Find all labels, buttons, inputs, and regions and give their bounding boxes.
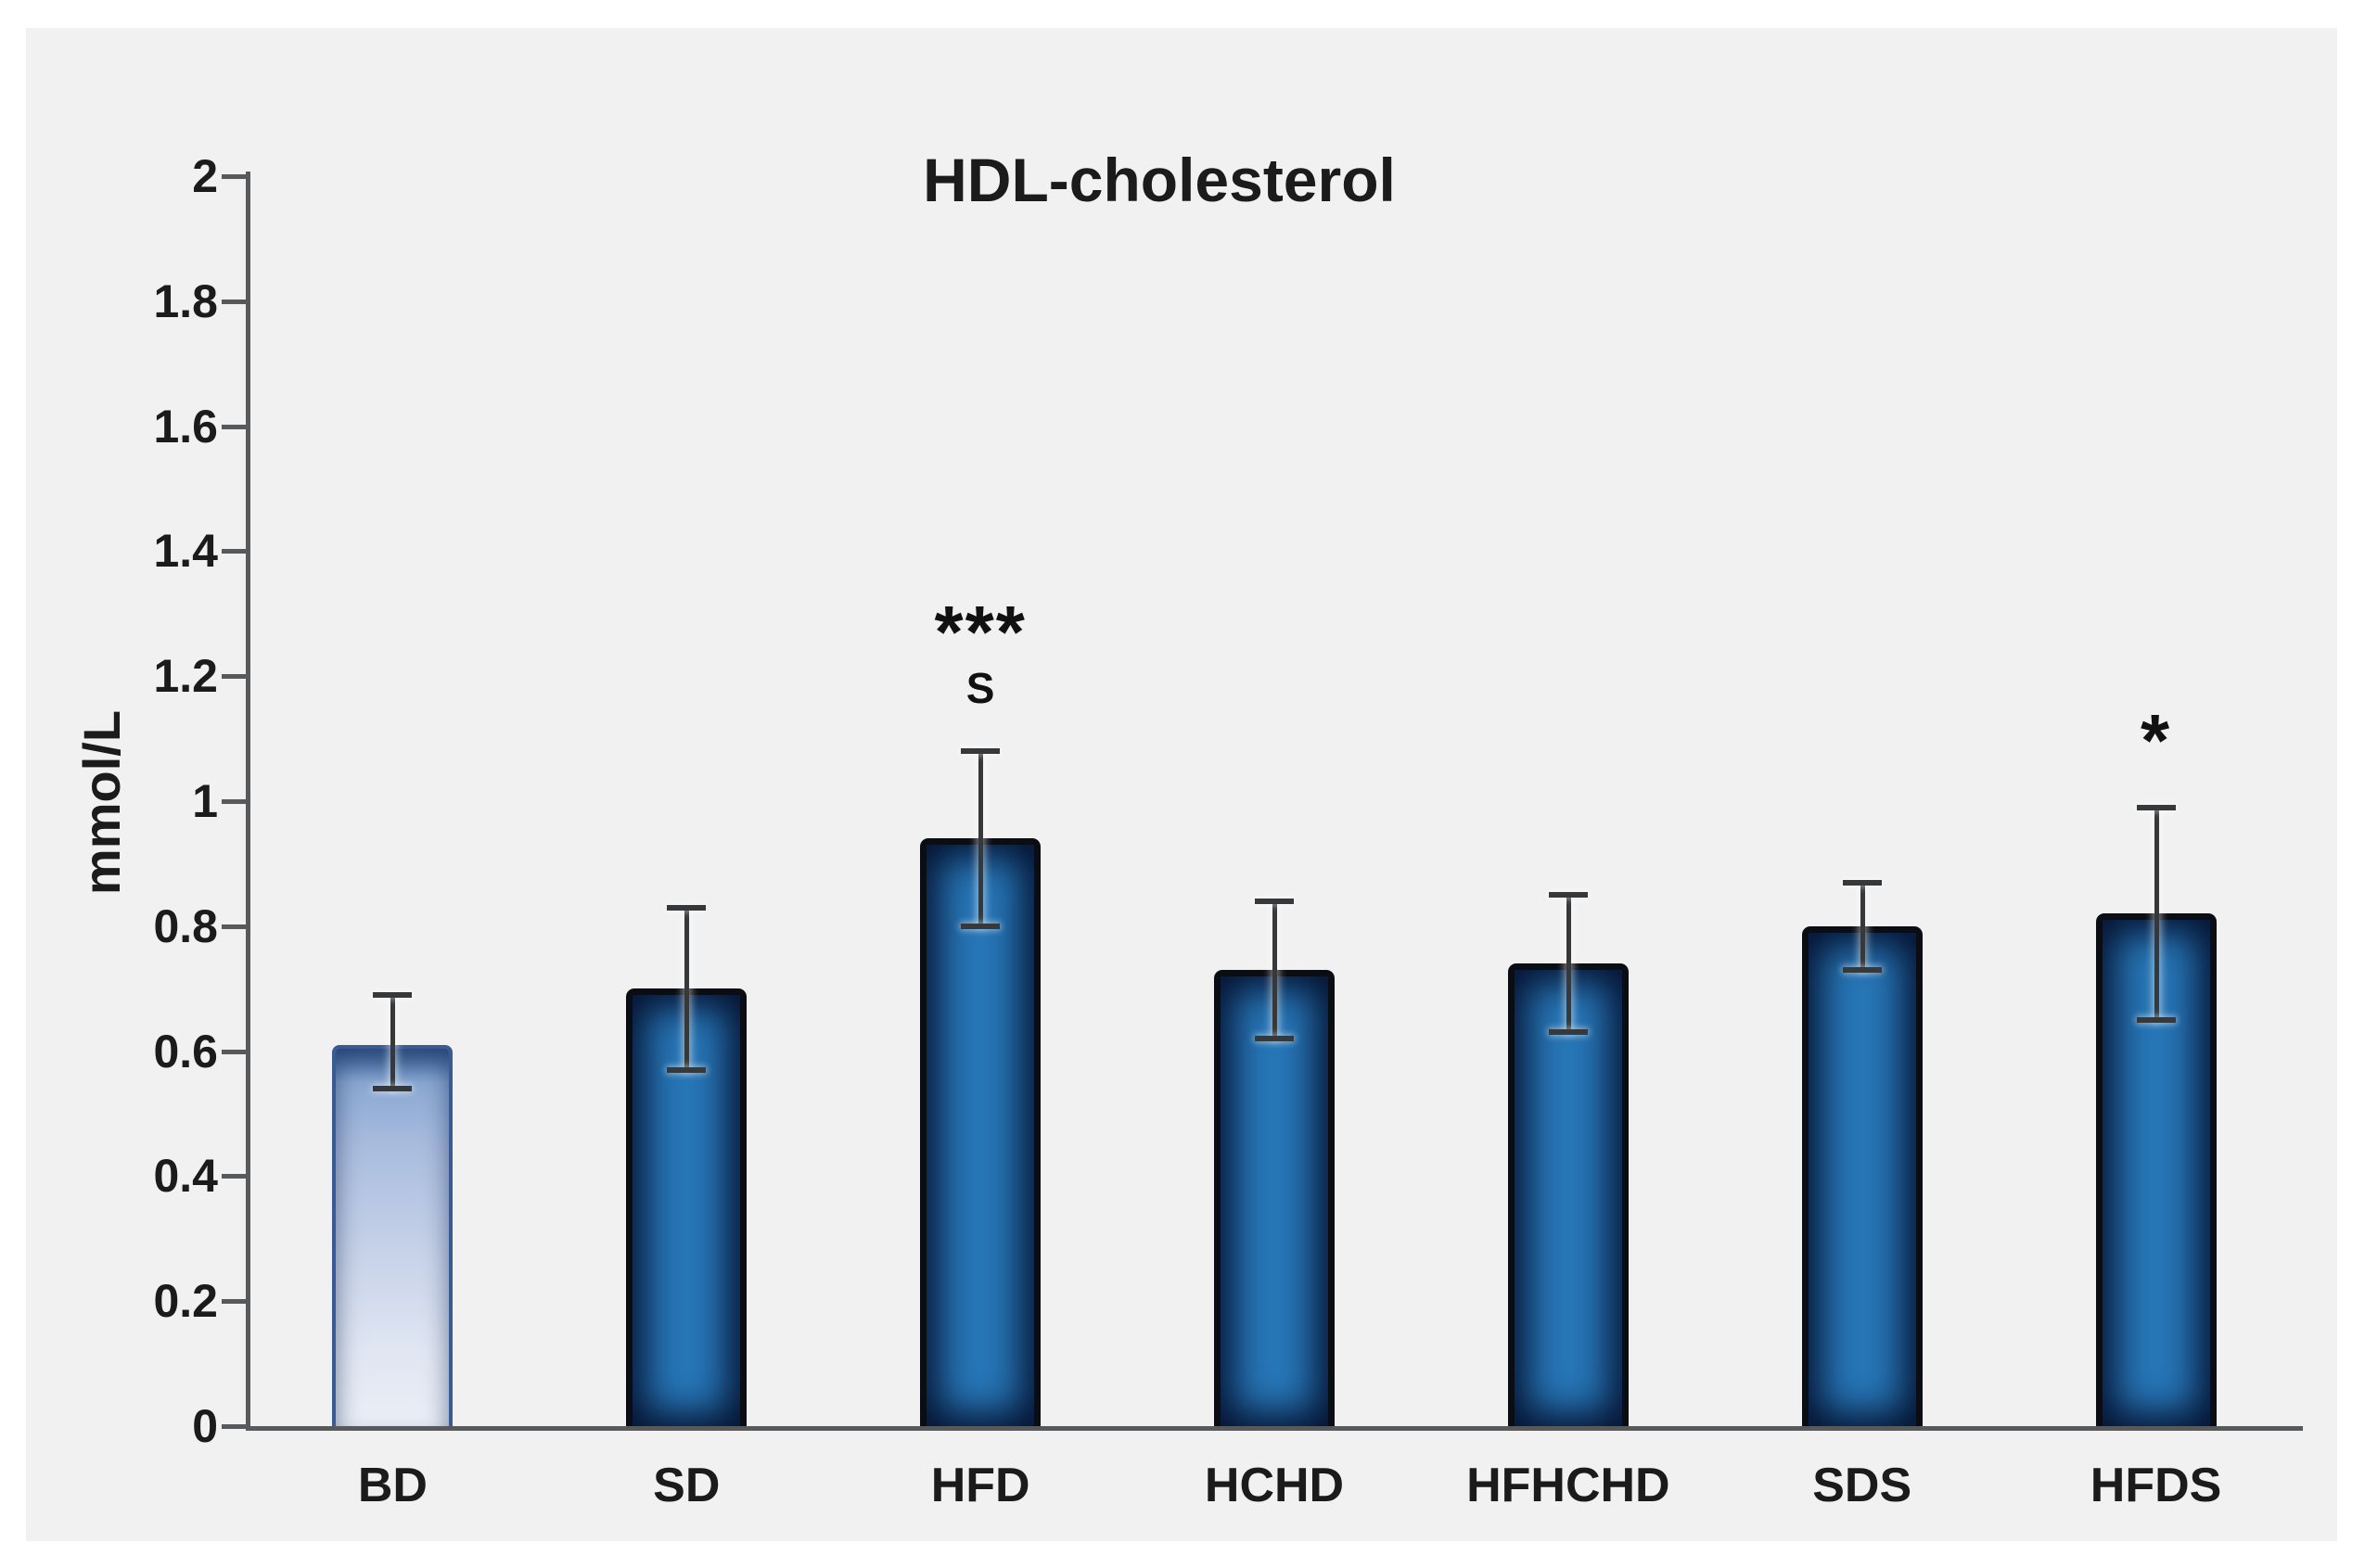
error-bar-cap-top-SDS — [1842, 879, 1882, 886]
y-axis-tick-label: 1.6 — [153, 400, 218, 453]
error-bar-cap-bottom-HFD — [961, 923, 1001, 929]
bar-BD — [332, 1044, 454, 1426]
significance-text: * — [2140, 698, 2172, 782]
y-axis-tick — [222, 299, 250, 304]
error-bar-cap-bottom-HFHCHD — [1548, 1029, 1588, 1036]
error-bar-cap-top-SD — [667, 904, 707, 911]
x-axis-label-HCHD: HCHD — [1204, 1459, 1345, 1512]
y-axis-tick — [222, 1049, 250, 1054]
y-axis-tick-label: 0 — [192, 1400, 218, 1452]
x-axis-label-HFDS: HFDS — [2090, 1459, 2222, 1512]
error-bar-HCHD — [1272, 900, 1277, 1039]
significance-annotation-HFDS: * — [2017, 698, 2295, 782]
chart-title: HDL-cholesterol — [923, 146, 1396, 214]
y-axis-tick — [222, 1299, 250, 1305]
error-bar-BD — [390, 994, 396, 1090]
error-bar-cap-bottom-BD — [373, 1086, 413, 1092]
x-axis-line — [246, 1426, 2303, 1431]
significance-text: *** — [934, 591, 1027, 674]
y-axis-tick-label: 0.6 — [153, 1025, 218, 1077]
significance-text: S — [965, 664, 995, 713]
significance-annotation-HFD: *** S — [841, 591, 1119, 714]
y-axis-tick — [222, 1424, 250, 1429]
error-bar-cap-bottom-SDS — [1842, 966, 1882, 973]
y-axis-tick-label: 0.4 — [153, 1150, 218, 1203]
y-axis-tick — [222, 924, 250, 929]
x-axis-label-SD: SD — [653, 1459, 721, 1512]
error-bar-HFDS — [2154, 807, 2159, 1020]
y-axis-tick — [222, 1174, 250, 1179]
error-bar-cap-top-HFDS — [2136, 804, 2176, 810]
y-axis-tick-label: 1.4 — [153, 525, 218, 578]
y-axis-tick — [222, 549, 250, 555]
x-axis-label-HFD: HFD — [930, 1459, 1030, 1512]
y-axis-tick — [222, 799, 250, 804]
y-axis-tick — [222, 174, 250, 179]
y-axis-tick-label: 1.8 — [153, 274, 218, 327]
bar-SDS — [1801, 925, 1923, 1426]
error-bar-cap-top-HCHD — [1255, 898, 1294, 904]
error-bar-HFD — [978, 751, 984, 926]
error-bar-cap-top-HFHCHD — [1548, 892, 1588, 899]
error-bar-HFHCHD — [1566, 895, 1571, 1033]
x-axis-label-SDS: SDS — [1812, 1459, 1912, 1512]
error-bar-SDS — [1860, 882, 1865, 970]
error-bar-SD — [684, 907, 690, 1070]
y-axis-tick-label: 1.2 — [153, 650, 218, 703]
bar-SD — [626, 988, 748, 1426]
y-axis-tick — [222, 674, 250, 680]
y-axis-tick — [222, 424, 250, 429]
y-axis-tick-label: 2 — [192, 150, 218, 202]
error-bar-cap-bottom-HFDS — [2136, 1016, 2176, 1023]
y-axis-tick-label: 0.2 — [153, 1275, 218, 1328]
error-bar-cap-bottom-HCHD — [1255, 1036, 1294, 1042]
error-bar-cap-bottom-SD — [667, 1066, 707, 1073]
y-axis-tick-label: 0.8 — [153, 899, 218, 952]
y-axis-tick-label: 1 — [192, 775, 218, 827]
error-bar-cap-top-BD — [373, 991, 413, 998]
error-bar-cap-top-HFD — [961, 748, 1001, 755]
x-axis-label-HFHCHD: HFHCHD — [1466, 1459, 1670, 1512]
x-axis-label-BD: BD — [357, 1459, 428, 1512]
